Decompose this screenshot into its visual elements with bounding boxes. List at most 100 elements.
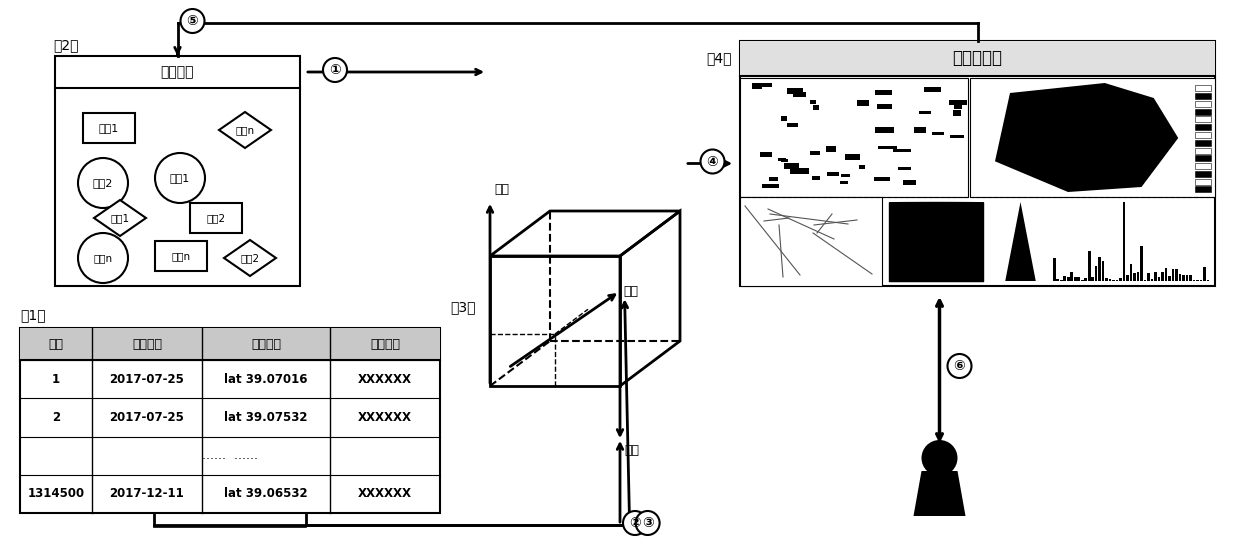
Bar <box>1195 132 1211 138</box>
Text: ⑤: ⑤ <box>187 14 198 28</box>
Bar <box>841 174 851 177</box>
Bar <box>875 127 894 133</box>
Text: lat 39.06532: lat 39.06532 <box>224 487 308 500</box>
Text: 报警时间: 报警时间 <box>131 338 162 351</box>
Text: XXXXXX: XXXXXX <box>358 487 412 500</box>
Bar <box>1168 275 1171 281</box>
Bar <box>1195 179 1211 185</box>
Bar <box>1151 279 1153 281</box>
Bar <box>925 87 941 92</box>
Bar <box>1161 272 1164 281</box>
Bar <box>1182 275 1184 281</box>
Bar <box>1147 273 1149 281</box>
Bar <box>1126 275 1128 281</box>
Text: 主题n: 主题n <box>93 253 113 263</box>
Text: （4）: （4） <box>707 51 732 65</box>
Bar <box>1185 275 1188 281</box>
Text: 报警地点: 报警地点 <box>250 338 281 351</box>
Bar <box>1064 275 1066 281</box>
Bar <box>769 177 777 181</box>
Text: 1314500: 1314500 <box>27 487 84 500</box>
Circle shape <box>921 440 957 476</box>
Bar <box>1099 257 1101 281</box>
Text: 主题: 主题 <box>494 183 508 196</box>
Polygon shape <box>1006 202 1035 281</box>
Circle shape <box>155 153 205 203</box>
Text: 主题1: 主题1 <box>170 173 190 183</box>
Text: lat 39.07532: lat 39.07532 <box>224 411 308 424</box>
Text: 主题集成: 主题集成 <box>161 65 195 79</box>
Bar <box>1207 280 1209 281</box>
Bar <box>954 104 962 109</box>
Circle shape <box>622 511 647 535</box>
Text: 主厘2: 主厘2 <box>241 253 259 263</box>
Bar <box>1195 155 1211 161</box>
Bar <box>1109 279 1111 281</box>
Bar <box>1195 140 1211 146</box>
Bar <box>1199 280 1202 281</box>
Bar <box>898 167 911 170</box>
Bar <box>827 173 839 176</box>
Bar <box>1189 275 1192 281</box>
Bar <box>83 113 135 143</box>
Text: 报警内容: 报警内容 <box>370 338 401 351</box>
Bar <box>1137 272 1140 281</box>
Bar <box>1112 280 1115 281</box>
Bar <box>753 83 763 89</box>
Text: 可视化界面: 可视化界面 <box>952 49 1002 68</box>
Polygon shape <box>224 240 277 276</box>
Bar <box>1193 280 1195 281</box>
Bar <box>1078 276 1080 281</box>
Text: 编号: 编号 <box>48 338 63 351</box>
Circle shape <box>181 9 205 33</box>
Bar <box>1095 266 1097 281</box>
Text: 主题2: 主题2 <box>93 178 113 188</box>
Bar <box>1130 263 1132 281</box>
Bar <box>740 41 1215 286</box>
Polygon shape <box>94 200 146 236</box>
Bar <box>812 176 821 180</box>
Bar <box>20 328 440 513</box>
Bar <box>970 78 1215 197</box>
Text: 主题n: 主题n <box>171 251 191 261</box>
Bar <box>740 78 968 197</box>
Bar <box>1122 202 1126 281</box>
Bar <box>1195 148 1211 154</box>
Bar <box>1105 278 1109 281</box>
Bar <box>1091 278 1094 281</box>
Bar <box>1102 261 1105 281</box>
Bar <box>875 90 892 95</box>
Bar <box>1195 163 1211 169</box>
Bar <box>758 83 771 87</box>
Bar <box>761 184 779 188</box>
Bar <box>810 100 816 104</box>
Bar <box>1197 280 1199 281</box>
Text: 2017-07-25: 2017-07-25 <box>109 411 185 424</box>
Circle shape <box>322 58 347 82</box>
Text: （3）: （3） <box>450 300 475 314</box>
Bar <box>1195 124 1211 130</box>
Text: 主题1: 主题1 <box>99 123 119 133</box>
Bar <box>794 92 806 97</box>
Text: 2017-07-25: 2017-07-25 <box>109 373 185 386</box>
Text: 2017-12-11: 2017-12-11 <box>109 487 185 500</box>
Bar <box>1060 280 1063 281</box>
Bar <box>1085 278 1087 281</box>
Bar <box>784 162 799 169</box>
Bar <box>1070 272 1073 281</box>
Bar <box>1116 280 1118 281</box>
Bar <box>874 177 889 181</box>
Bar <box>1195 116 1211 122</box>
Bar <box>1141 246 1143 281</box>
Bar <box>740 41 1215 76</box>
Text: 主题n: 主题n <box>236 125 254 135</box>
Text: 主厘1: 主厘1 <box>110 213 129 223</box>
Bar <box>740 197 882 286</box>
Bar <box>857 101 869 107</box>
Bar <box>781 116 787 121</box>
Polygon shape <box>219 112 272 148</box>
Bar <box>1133 273 1136 281</box>
Text: 地区: 地区 <box>624 285 639 298</box>
Bar <box>786 123 797 128</box>
Text: 2: 2 <box>52 411 60 424</box>
